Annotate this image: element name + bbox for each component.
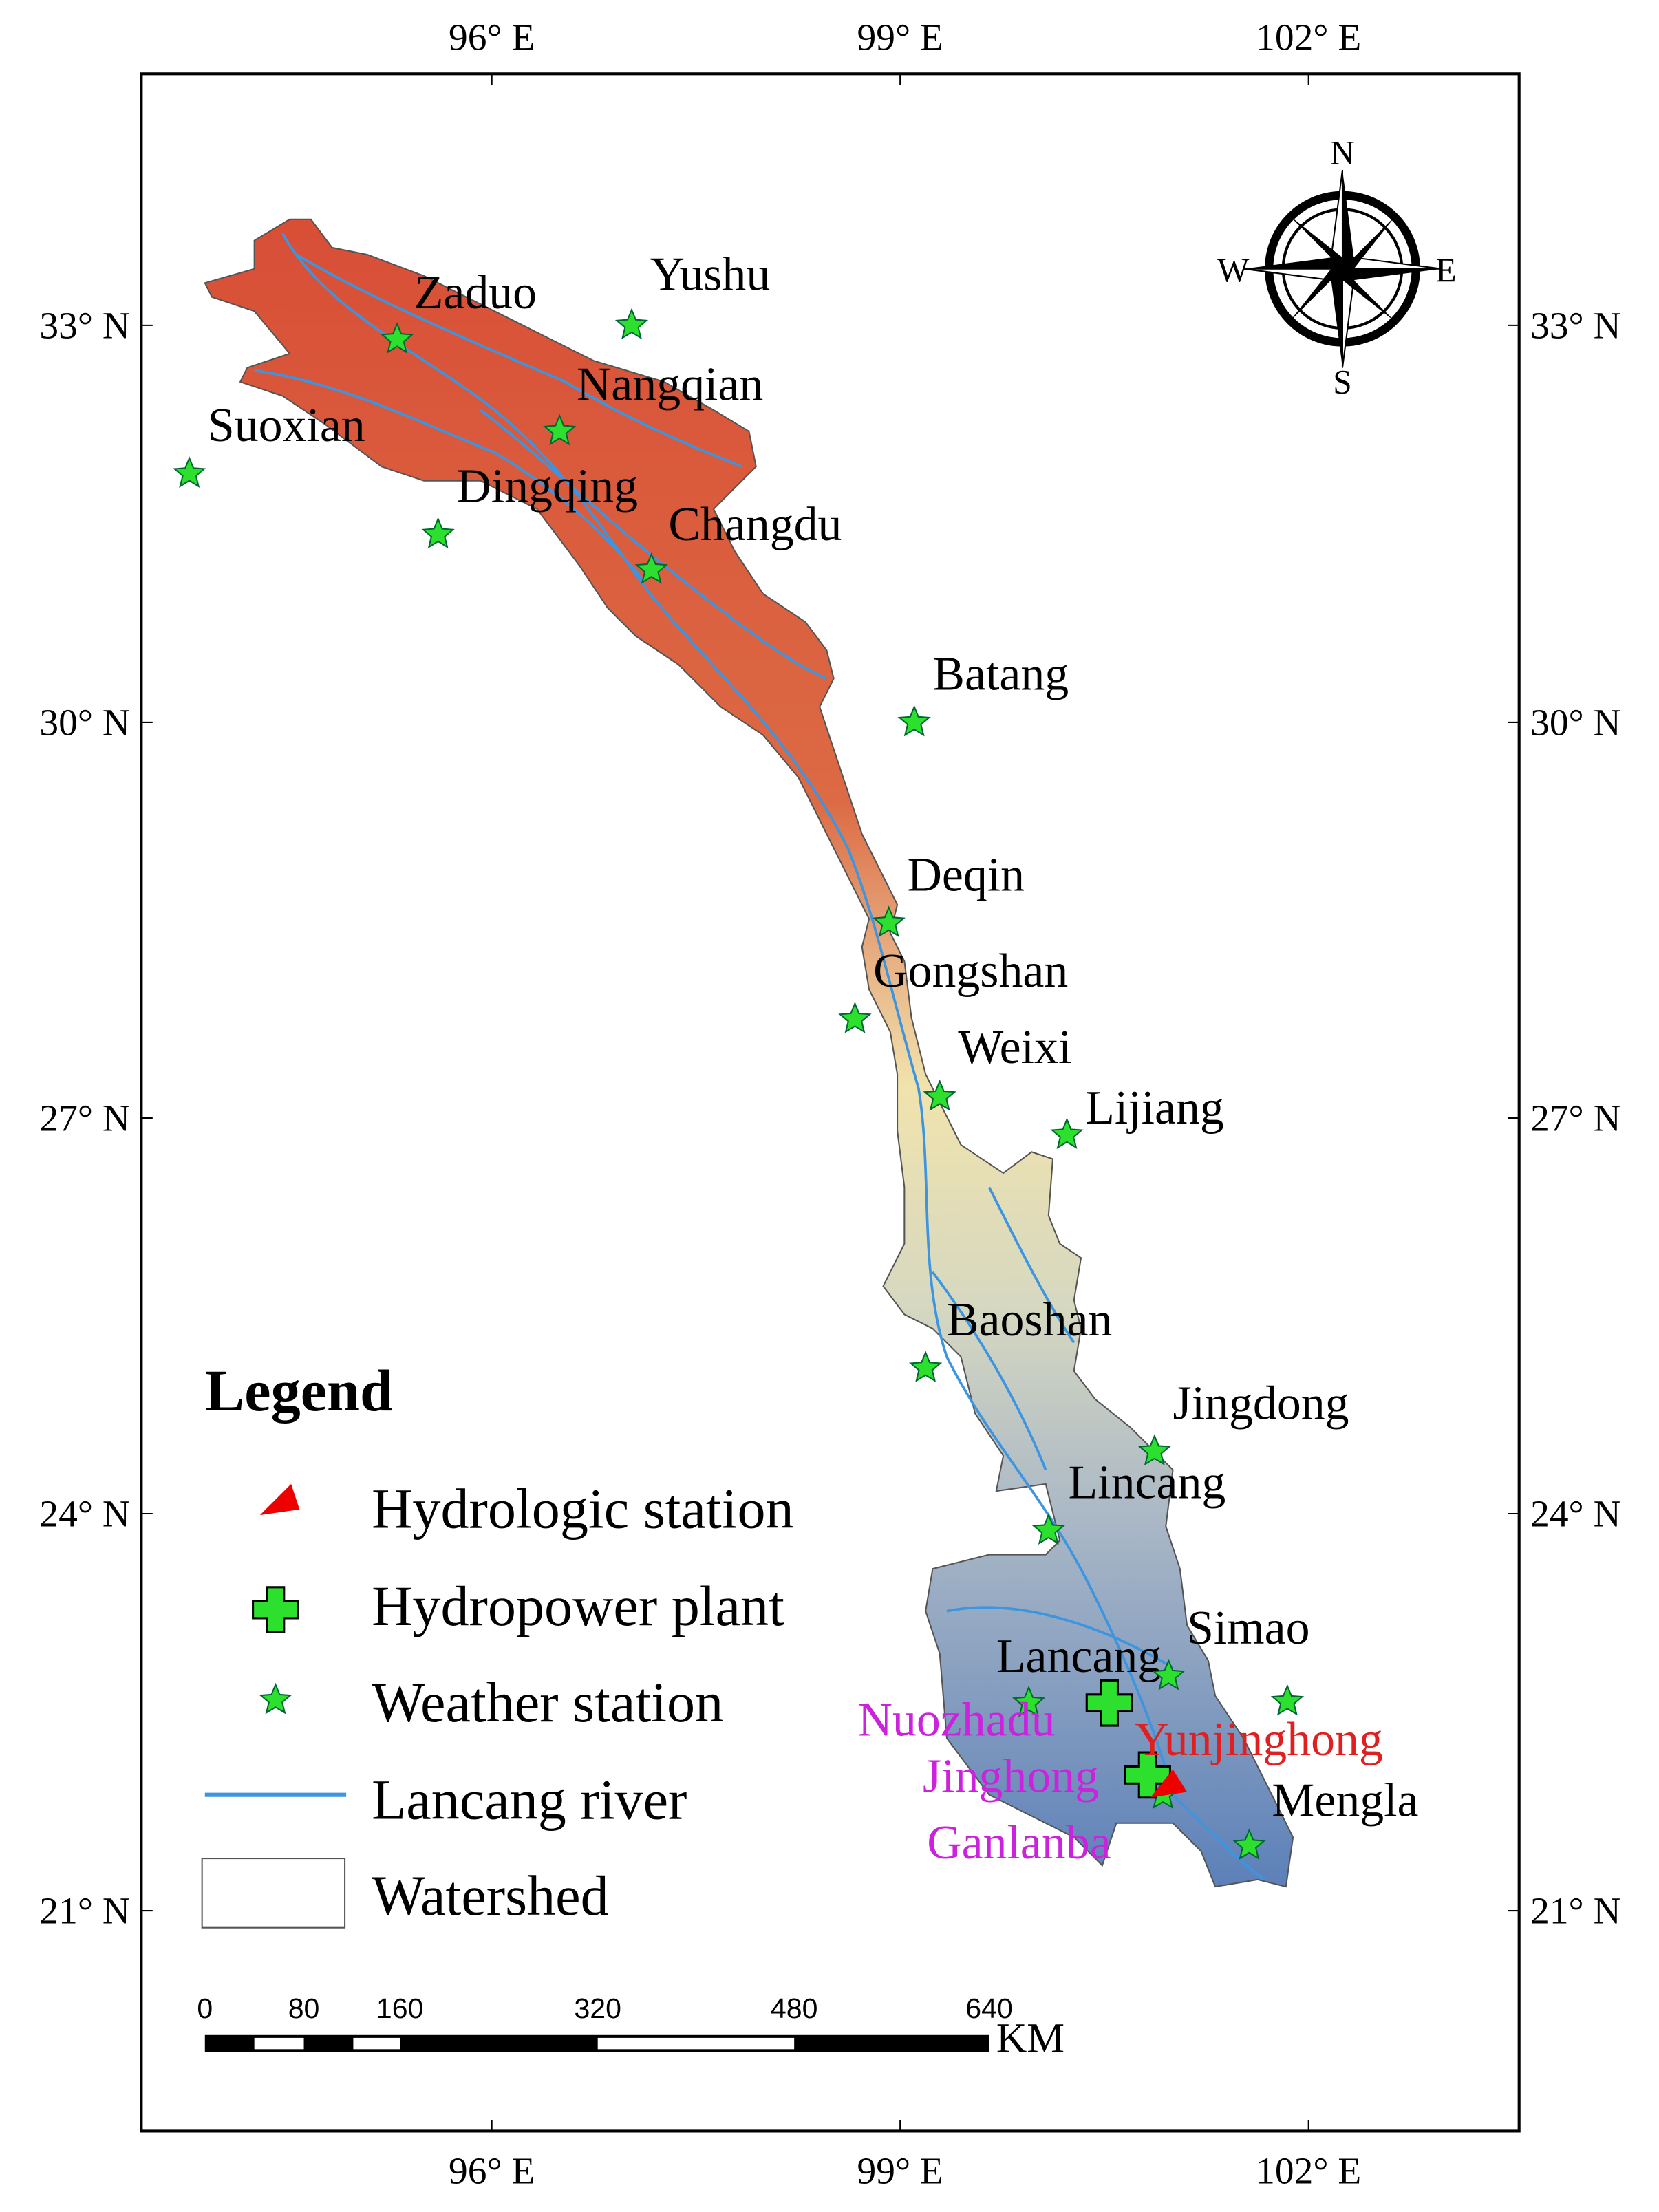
weather-station [614, 308, 649, 340]
weather-station [380, 322, 414, 354]
weather-station [259, 1682, 292, 1715]
station-label: Zaduo [414, 266, 537, 319]
weather-station [909, 1351, 943, 1382]
lat-label: 27° N [39, 1097, 130, 1139]
weather-station [421, 517, 455, 549]
weather-station [1232, 1828, 1266, 1860]
station-label: Yushu [650, 248, 771, 301]
hydrologic-station [1150, 1769, 1188, 1798]
station-label: Lijiang [1085, 1082, 1224, 1135]
legend: Legend Hydrologic station Hydropower pla… [201, 1357, 794, 1929]
legend-item: Hydrologic station [372, 1478, 794, 1540]
weather-station [173, 456, 206, 488]
legend-hydrologic-icon [259, 1483, 300, 1516]
lat-label: 21° N [1530, 1890, 1621, 1932]
weather-station [923, 1079, 956, 1111]
station-label: Mengla [1272, 1774, 1418, 1827]
legend-hydropower-icon [252, 1586, 299, 1634]
compass: N S E W [1217, 134, 1457, 401]
station-label: Jingdong [1173, 1377, 1349, 1430]
weather-station [1050, 1117, 1084, 1150]
station-label: Baoshan [947, 1293, 1112, 1346]
scale-label: 640 [965, 1993, 1013, 2024]
station-label: Dingqing [456, 460, 638, 513]
lat-label: 24° N [39, 1492, 130, 1534]
lat-label: 30° N [39, 701, 130, 743]
legend-item: Lancang river [372, 1769, 687, 1832]
station-label: Gongshan [873, 945, 1068, 998]
axes: 96° E 99° E 102° E 96° E 99° E 102° E 33° N 30°… [39, 16, 1620, 2191]
lon-label: 99° E [857, 2149, 943, 2191]
legend-item: Hydropower plant [372, 1575, 784, 1637]
lat-label: 27° N [1530, 1097, 1621, 1139]
lat-label: 33° N [1530, 304, 1621, 346]
lon-label: 96° E [449, 2149, 535, 2191]
lon-label: 102° E [1256, 2149, 1361, 2191]
hydropower-plant [1085, 1679, 1133, 1727]
compass-s: S [1333, 363, 1351, 400]
scale-label: 80 [288, 1993, 320, 2024]
lon-label: 96° E [449, 16, 535, 58]
legend-item: Weather station [372, 1671, 723, 1734]
map-frame [140, 72, 1521, 2133]
station-label: Changdu [668, 498, 842, 551]
scale-label: 320 [574, 1993, 621, 2024]
legend-title: Legend [205, 1357, 393, 1424]
station-label: Simao [1187, 1602, 1309, 1655]
weather-station [1012, 1685, 1046, 1717]
scale-label: 0 [197, 1993, 213, 2024]
lat-label: 30° N [1530, 701, 1621, 743]
station-label: Suoxian [208, 399, 365, 452]
station-label: Weixi [958, 1021, 1071, 1074]
hydropower-plant [1124, 1751, 1171, 1799]
legend-watershed-icon [201, 1858, 346, 1929]
station-label: Deqin [907, 848, 1025, 901]
compass-w: W [1217, 251, 1250, 289]
station-label: Lancang [996, 1630, 1162, 1683]
compass-n: N [1330, 134, 1355, 172]
legend-weather-icon [259, 1682, 292, 1715]
hydrologic-label: Yunjinghong [1135, 1713, 1383, 1766]
station-label: Nangqian [577, 358, 763, 411]
scale-label: 480 [771, 1993, 818, 2024]
legend-item: Watershed [372, 1865, 609, 1927]
compass-e: E [1436, 251, 1457, 289]
scale-label: 160 [376, 1993, 424, 2024]
weather-station [897, 705, 931, 737]
lon-label: 102° E [1256, 16, 1361, 58]
weather-station [1270, 1684, 1305, 1716]
station-label: Batang [932, 648, 1069, 701]
watershed [204, 218, 1294, 1888]
lat-label: 21° N [39, 1890, 130, 1932]
weather-station [634, 552, 668, 584]
lon-label: 99° E [857, 16, 943, 58]
station-label: Lincang [1069, 1456, 1226, 1509]
hydropower-label: Ganlanba [927, 1816, 1111, 1869]
scale-bar: 0 80 160 320 480 640 KM [197, 1993, 1064, 2061]
hydropower-label: Nuozhadu [858, 1693, 1056, 1746]
weather-station [543, 414, 577, 446]
lat-label: 33° N [39, 304, 130, 346]
weather-station [872, 905, 906, 937]
scale-unit: KM [996, 2015, 1064, 2061]
weather-station [1137, 1434, 1171, 1466]
weather-station [1152, 1658, 1186, 1690]
lat-label: 24° N [1530, 1492, 1621, 1534]
sites: Yushu Zaduo Nangqian Suoxian Dingqing Changdu… [173, 248, 1419, 1869]
weather-station [838, 1001, 872, 1033]
weather-station [1031, 1513, 1065, 1545]
hydropower-label: Jinghong [923, 1750, 1099, 1803]
